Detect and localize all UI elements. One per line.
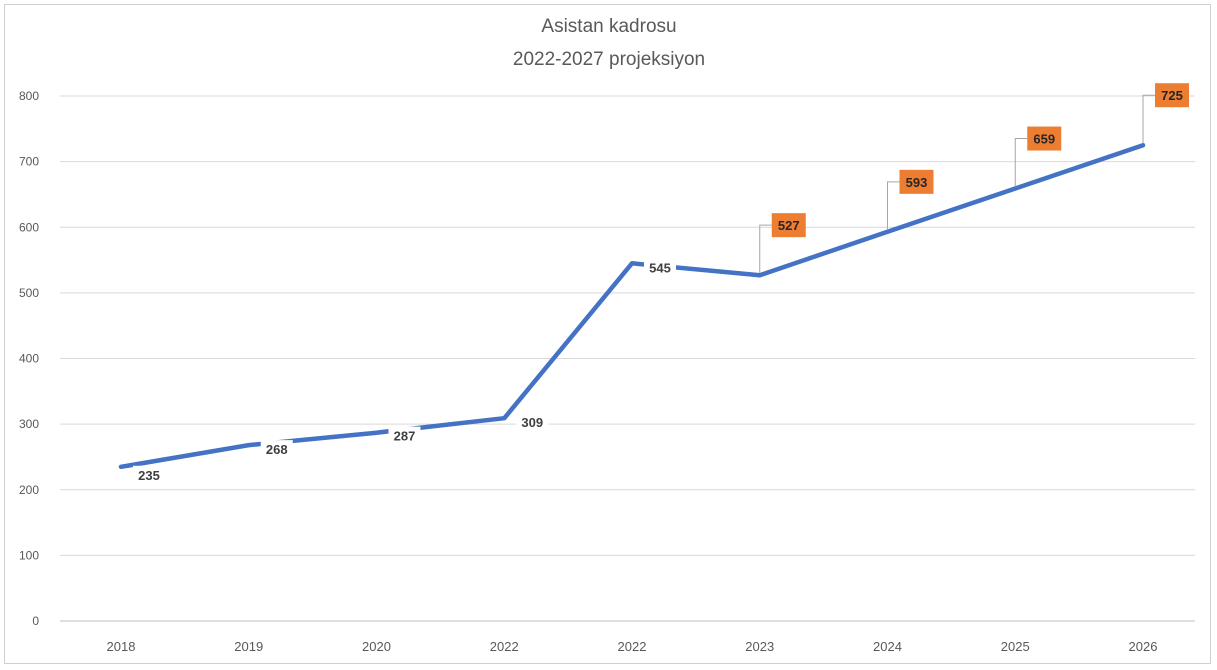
x-tick-label: 2023 [745, 639, 774, 654]
x-tick-label: 2020 [362, 639, 391, 654]
y-tick-label: 500 [19, 286, 39, 300]
data-label-background [260, 440, 293, 459]
series-layer [118, 142, 1146, 470]
axes: 0 100 200 300 400 500 600 700 800 2018 2019 2020 202… [19, 89, 1157, 654]
x-tick-label: 2018 [107, 639, 136, 654]
data-label: 287 [394, 429, 416, 444]
label-leader-line [759, 224, 772, 274]
data-label-background [516, 413, 549, 432]
y-tick-label: 300 [19, 417, 39, 431]
y-tick-label: 0 [32, 614, 39, 628]
data-label: 593 [906, 175, 928, 190]
data-label-box [1027, 126, 1062, 151]
chart-frame [4, 4, 1211, 664]
x-tick-label: 2024 [873, 639, 902, 654]
data-label: 659 [1033, 132, 1055, 147]
data-labels: 235 268 287 309 545 527 593 659 725 [133, 83, 1189, 484]
y-tick-label: 200 [19, 483, 39, 497]
label-leader-line [887, 181, 900, 230]
data-label-box [899, 169, 934, 194]
label-leader-line [1014, 138, 1028, 187]
x-tick-label: 2019 [234, 639, 263, 654]
data-label-background [644, 258, 676, 277]
data-label: 545 [649, 260, 671, 275]
y-tick-label: 100 [19, 548, 39, 562]
data-label: 309 [521, 415, 543, 430]
x-tick-label: 2022 [490, 639, 519, 654]
data-label-box [771, 213, 806, 238]
data-label: 268 [266, 442, 288, 457]
y-tick-label: 700 [19, 155, 39, 169]
y-tick-label: 400 [19, 352, 39, 366]
x-tick-label: 2025 [1001, 639, 1030, 654]
x-tick-label: 2026 [1129, 639, 1158, 654]
y-tick-label: 800 [19, 89, 39, 103]
data-label-background [133, 465, 165, 484]
label-leader-line [1142, 94, 1155, 144]
gridlines [60, 95, 1195, 622]
chart-title: Asistan kadrosu [541, 16, 676, 37]
data-label-box [1155, 83, 1189, 108]
data-label-background [388, 426, 421, 445]
data-label: 527 [778, 218, 800, 233]
x-tick-label: 2022 [618, 639, 647, 654]
series-line [118, 142, 1146, 470]
chart-subtitle: 2022-2027 projeksiyon [513, 49, 705, 70]
y-tick-label: 600 [19, 220, 39, 234]
data-label: 235 [138, 468, 160, 483]
data-label: 725 [1161, 88, 1183, 103]
